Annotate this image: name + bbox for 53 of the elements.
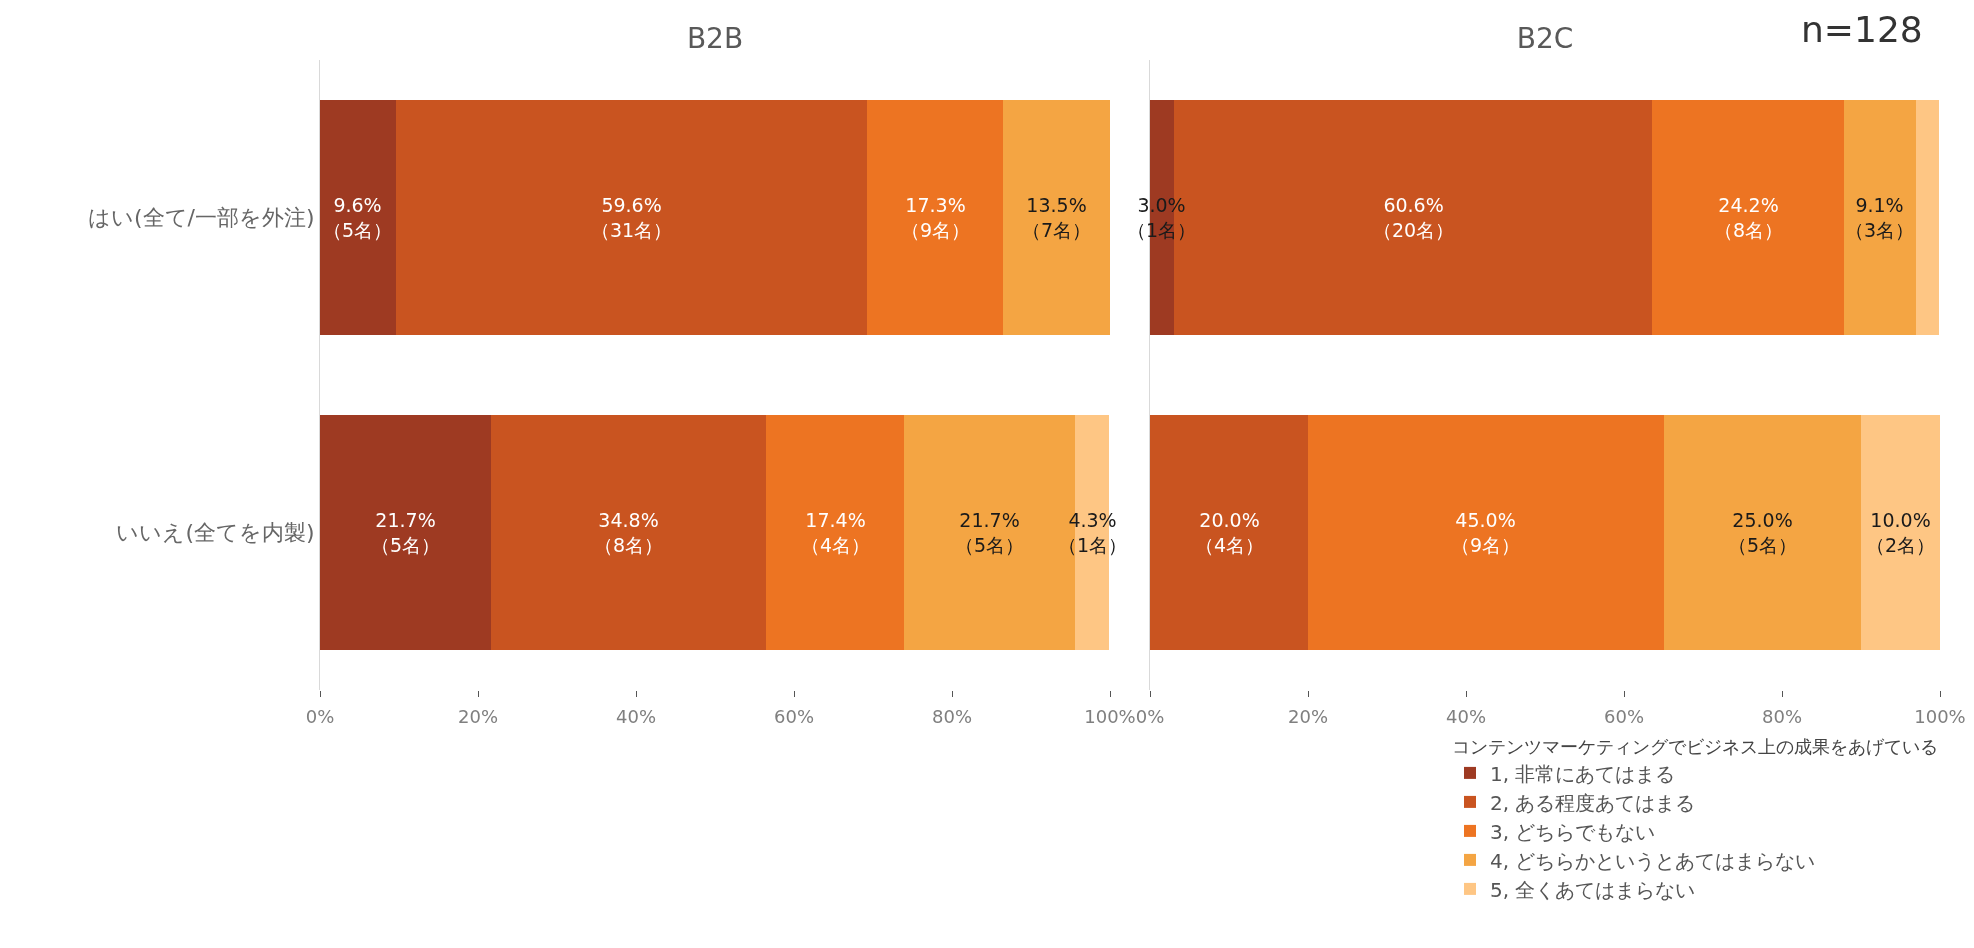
data-label: 24.2% （8名） [1714, 194, 1784, 241]
data-label: 10.0% （2名） [1866, 509, 1936, 556]
chart-title: B2C [1516, 21, 1574, 55]
data-label: 21.7% （5名） [955, 509, 1025, 556]
bar [1003, 100, 1110, 335]
legend-title: コンテンツマーケティングでビジネス上の成果をあげている [1452, 736, 1938, 758]
legend-label: 5, 全くあてはまらない [1490, 877, 1696, 902]
bar [1843, 100, 1916, 335]
x-tick-label: 40% [1445, 705, 1487, 727]
y-tick-label: いいえ(全てを内製) [116, 520, 315, 546]
bar [491, 415, 767, 650]
data-label: 17.3% （9名） [901, 194, 971, 241]
bar [1915, 100, 1940, 335]
data-label: 9.6% （5名） [323, 194, 393, 241]
x-tick-label: 80% [931, 705, 973, 727]
bar [320, 100, 396, 335]
data-label: 17.4% （4名） [801, 509, 871, 556]
text: n=128 [1801, 9, 1923, 50]
bar [1150, 415, 1308, 650]
x-tick-label: 60% [773, 705, 815, 727]
x-tick-label: 100% [1914, 705, 1966, 727]
bar [866, 100, 1004, 335]
data-label: 34.8% （8名） [594, 509, 664, 556]
x-tick-label: 0% [1135, 705, 1165, 727]
data-label: 9.1% （3名） [1845, 194, 1915, 241]
x-tick-label: 40% [615, 705, 657, 727]
data-label: 13.5% （7名） [1022, 194, 1092, 241]
data-label: 4.3% （1名） [1058, 509, 1128, 556]
bar [1308, 415, 1664, 650]
bar [320, 415, 492, 650]
x-tick-label: 80% [1761, 705, 1803, 727]
x-tick-label: 20% [457, 705, 499, 727]
x-tick-label: 20% [1287, 705, 1329, 727]
x-tick-label: 100% [1084, 705, 1136, 727]
legend-label: 2, ある程度あてはまる [1490, 790, 1696, 815]
data-label: 60.6% （20名） [1373, 194, 1455, 241]
legend-label: 3, どちらでもない [1490, 819, 1656, 844]
legend-label: 4, どちらかというとあてはまらない [1490, 848, 1816, 873]
data-label: 45.0% （9名） [1451, 509, 1521, 556]
legend-label: 1, 非常にあてはまる [1490, 761, 1676, 786]
bar [1652, 100, 1844, 335]
data-label: 59.6% （31名） [591, 194, 673, 241]
bar [766, 415, 904, 650]
data-label: 25.0% （5名） [1728, 509, 1798, 556]
data-label: 21.7% （5名） [371, 509, 441, 556]
chart-title: B2B [686, 21, 744, 55]
bar [395, 100, 867, 335]
bar [1663, 415, 1861, 650]
bar [1861, 415, 1940, 650]
y-tick-label: はい(全て/一部を外注) [88, 205, 315, 231]
x-tick-label: 0% [305, 705, 335, 727]
data-label: 20.0% （4名） [1195, 509, 1265, 556]
x-tick-label: 60% [1603, 705, 1645, 727]
